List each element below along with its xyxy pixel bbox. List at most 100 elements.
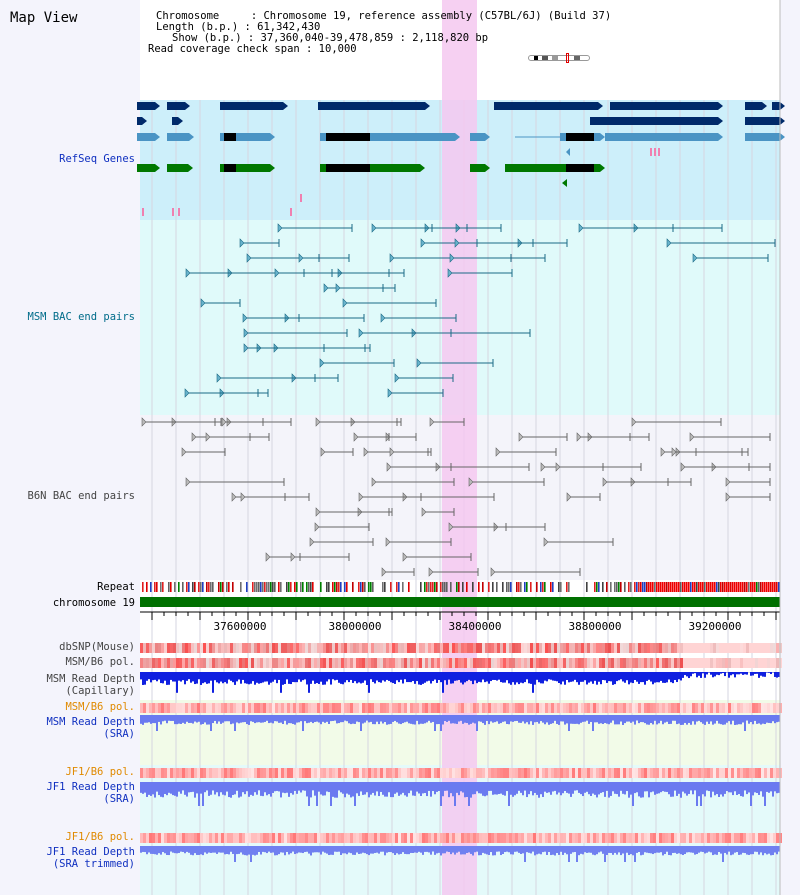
track-label-jf1-b6-pol[interactable]: JF1/B6 pol. <box>65 766 135 778</box>
jf1-sra-depth-bar <box>178 782 180 792</box>
msm-pol-cell <box>668 658 671 668</box>
jf1-sra-depth-bar <box>764 782 766 806</box>
msm-sra-depth-bar <box>454 715 456 724</box>
jf1-pol-cell <box>626 768 629 778</box>
msm-pol-cell <box>338 658 341 668</box>
jf1-sra-depth-bar <box>482 782 484 796</box>
dbsnp-cell <box>770 643 773 653</box>
msm-pol2-cell <box>281 703 284 713</box>
dbsnp-cell <box>224 643 227 653</box>
track-label-refseq[interactable]: RefSeq Genes <box>59 153 135 165</box>
msm-pol-cell <box>356 658 359 668</box>
repeat-mark <box>252 582 254 592</box>
jf1-sra-depth-bar <box>612 782 614 792</box>
msm-cap-depth-bar <box>216 672 218 683</box>
msm-cap-depth-bar <box>600 672 602 685</box>
msm-sra-depth-bar <box>304 715 306 722</box>
msm-cap-depth-bar <box>602 672 604 680</box>
bac-end <box>185 477 191 487</box>
repeat-mark <box>738 582 740 592</box>
jf1-trim-depth-bar <box>656 846 658 853</box>
msm-sra-depth-bar <box>236 715 238 723</box>
dbsnp-cell <box>530 643 533 653</box>
repeat-mark <box>776 582 778 592</box>
jf1-sra-depth-bar <box>184 782 186 795</box>
dbsnp-cell <box>611 643 614 653</box>
jf1-sra-depth-bar <box>750 782 752 806</box>
dbsnp-cell <box>569 643 572 653</box>
repeat-mark <box>208 582 210 592</box>
msm-sra-depth-bar <box>564 715 566 725</box>
repeat-mark <box>302 582 304 592</box>
msm-sra-depth-bar <box>350 715 352 725</box>
chromosome-ideogram[interactable] <box>528 53 590 63</box>
jf1-pol2-cell <box>350 833 353 843</box>
jf1-pol-cell <box>476 768 479 778</box>
jf1-sra-depth-bar <box>228 782 230 798</box>
msm-cap-depth-bar <box>312 672 314 681</box>
repeat-mark <box>358 582 360 592</box>
jf1-sra-depth-bar <box>140 782 142 793</box>
jf1-pol2-cell <box>203 833 206 843</box>
msm-pol-cell <box>209 658 212 668</box>
msm-cap-depth-bar <box>470 672 472 681</box>
msm-sra-depth-bar <box>542 715 544 723</box>
track-label-msm-b6-pol[interactable]: MSM/B6 pol. <box>65 656 135 668</box>
track-label-msm-bac[interactable]: MSM BAC end pairs <box>27 311 135 323</box>
jf1-sra-depth-bar <box>180 782 182 794</box>
msm-pol2-cell <box>689 703 692 713</box>
jf1-pol2-cell <box>755 833 758 843</box>
repeat-mark <box>450 582 452 592</box>
jf1-trim-depth-bar <box>356 846 358 853</box>
msm-sra-depth-bar <box>612 715 614 721</box>
track-label-msm-b6-pol-2[interactable]: MSM/B6 pol. <box>65 701 135 713</box>
jf1-trim-depth-bar <box>488 846 490 855</box>
msm-pol2-cell <box>434 703 437 713</box>
jf1-sra-depth-bar <box>160 782 162 797</box>
msm-cap-depth-bar <box>258 672 260 684</box>
repeat-mark <box>602 582 604 592</box>
repeat-mark <box>344 582 346 592</box>
msm-pol-cell <box>350 658 353 668</box>
msm-cap-depth-bar <box>512 672 514 683</box>
jf1-sra-depth-bar <box>656 782 658 794</box>
track-label-dbsnp[interactable]: dbSNP(Mouse) <box>59 641 135 653</box>
track-label-b6n-bac[interactable]: B6N BAC end pairs <box>27 490 135 502</box>
msm-cap-depth-bar <box>198 672 200 680</box>
msm-cap-depth-bar <box>292 672 294 683</box>
jf1-trim-depth-bar <box>574 846 576 853</box>
msm-cap-depth-bar <box>728 672 730 678</box>
msm-pol2-cell <box>398 703 401 713</box>
jf1-trim-depth-bar <box>154 846 156 855</box>
jf1-pol2-cell <box>401 833 404 843</box>
jf1-pol-cell <box>314 768 317 778</box>
jf1-pol2-cell <box>407 833 410 843</box>
bac-end <box>205 432 211 442</box>
msm-sra-depth-bar <box>446 715 448 722</box>
track-label-jf1-depth-sra[interactable]: JF1 Read Depth <box>46 781 135 793</box>
jf1-sra-depth-bar <box>348 782 350 795</box>
jf1-pol-cell <box>425 768 428 778</box>
jf1-trim-depth-bar <box>764 846 766 854</box>
jf1-sra-depth-bar <box>364 782 366 795</box>
jf1-trim-depth-bar <box>276 846 278 856</box>
msm-cap-depth-bar <box>166 672 168 685</box>
jf1-trim-depth-bar <box>672 846 674 853</box>
jf1-pol-cell <box>572 768 575 778</box>
track-label-msm-depth-sra[interactable]: MSM Read Depth <box>46 716 135 728</box>
msm-pol2-cell <box>656 703 659 713</box>
bac-end <box>578 223 584 233</box>
track-label-repeat[interactable]: Repeat <box>97 581 135 593</box>
jf1-trim-depth-bar <box>346 846 348 855</box>
jf1-pol2-cell <box>305 833 308 843</box>
jf1-pol2-cell <box>671 833 674 843</box>
gene-exon <box>326 164 370 172</box>
track-label-jf1-b6-pol-2[interactable]: JF1/B6 pol. <box>65 831 135 843</box>
track-label-msm-depth-cap[interactable]: MSM Read Depth <box>46 673 135 685</box>
gene-block <box>745 102 762 110</box>
repeat-mark <box>560 582 562 592</box>
jf1-pol-cell <box>647 768 650 778</box>
track-label-jf1-depth-trim[interactable]: JF1 Read Depth <box>46 846 135 858</box>
jf1-pol2-cell <box>260 833 263 843</box>
